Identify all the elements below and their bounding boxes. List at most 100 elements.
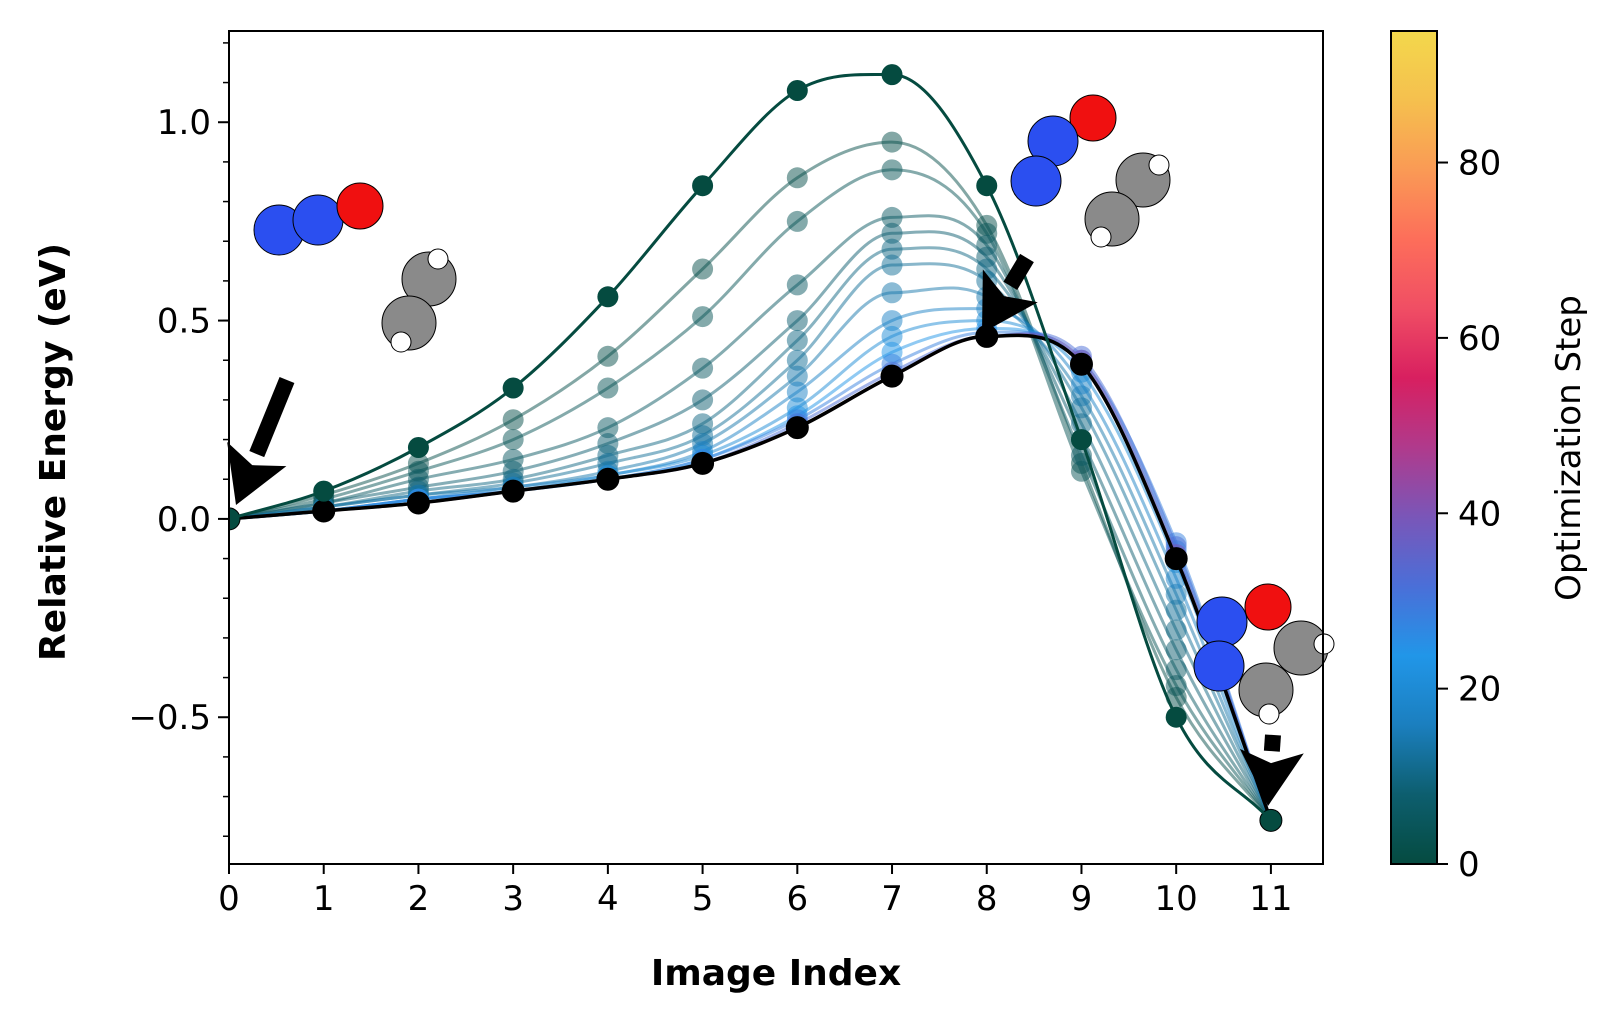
x-tick-label: 6	[786, 879, 808, 919]
data-point	[312, 499, 336, 523]
data-point	[881, 64, 903, 86]
colorbar-tick-label: 60	[1458, 319, 1501, 359]
data-point	[881, 222, 903, 244]
data-point	[691, 451, 715, 475]
y-axis-title: Relative Energy (eV)	[33, 243, 74, 661]
data-point	[881, 238, 903, 260]
data-point	[786, 329, 808, 351]
data-point	[786, 80, 808, 101]
y-tick-label: 0.5	[157, 302, 211, 342]
data-point	[597, 377, 619, 399]
data-point	[597, 417, 619, 439]
data-point	[785, 416, 809, 440]
data-point	[881, 131, 903, 153]
colorbar-ticks: 0 20 40 60 80	[1437, 144, 1501, 885]
data-point	[786, 274, 808, 296]
arrow-head	[227, 441, 287, 505]
series-line	[229, 214, 1273, 822]
x-tick-label: 4	[597, 879, 619, 919]
nitrogen-atom	[1193, 640, 1245, 692]
transition-state-molecule	[1010, 94, 1171, 248]
x-axis-ticks: 0 1 2 3 4 5 6 7 8 9 10 11	[218, 864, 1293, 919]
series-step-final	[229, 324, 1283, 832]
data-point	[881, 254, 903, 276]
hydrogen-atom	[1090, 226, 1112, 248]
x-tick-label: 10	[1155, 879, 1198, 919]
series-line	[229, 319, 1273, 821]
oxygen-atom	[1069, 94, 1117, 142]
data-point	[597, 345, 619, 367]
data-point	[786, 167, 808, 189]
x-tick-label: 3	[502, 879, 524, 919]
data-point	[881, 206, 903, 228]
data-point	[881, 159, 903, 181]
arrow-shaft	[1003, 253, 1034, 290]
data-point	[1165, 639, 1187, 661]
transition-state-arrow	[982, 253, 1038, 333]
colorbar-tick-label: 20	[1458, 670, 1501, 710]
data-point	[786, 365, 808, 387]
series-step-28	[229, 321, 1282, 831]
data-point	[1069, 352, 1093, 376]
data-point	[692, 357, 714, 379]
data-point	[786, 210, 808, 232]
hydrogen-atom	[1148, 154, 1170, 176]
nitrogen-atom	[1196, 596, 1248, 648]
data-point	[692, 175, 714, 197]
plot-area: 0 1 2 3 4 5 6 7 8 9 10 11 −0.5 0.0 0.5 1.0	[128, 30, 1335, 919]
data-point	[786, 381, 808, 403]
colorbar: 0 20 40 60 80 Optimization Step	[1390, 30, 1589, 885]
series-step-12	[229, 254, 1282, 831]
data-point	[502, 377, 524, 399]
data-point	[881, 310, 903, 332]
y-tick-label: −0.5	[128, 698, 211, 738]
data-point	[786, 349, 808, 371]
x-tick-label: 8	[976, 879, 998, 919]
y-axis-ticks: −0.5 0.0 0.5 1.0	[128, 42, 229, 837]
product-arrow	[1239, 734, 1304, 806]
data-point	[1165, 659, 1187, 681]
data-point	[1165, 706, 1187, 728]
data-point	[1164, 547, 1188, 571]
series-step-8	[229, 222, 1282, 831]
arrow-head	[1239, 748, 1304, 806]
y-tick-label: 0.0	[157, 500, 211, 540]
nitrogen-atom	[1010, 155, 1062, 207]
plot-frame	[228, 30, 1324, 865]
data-point	[596, 467, 620, 491]
reactant-arrow	[227, 376, 295, 505]
series-layer	[229, 64, 1283, 832]
x-tick-label: 7	[881, 879, 903, 919]
arrow-shaft	[249, 376, 295, 458]
data-point	[406, 491, 430, 515]
hydrogen-atom	[427, 248, 449, 270]
arrow-head	[982, 269, 1038, 333]
x-tick-label: 0	[218, 879, 240, 919]
data-point	[692, 306, 714, 328]
series-step-0	[229, 64, 1282, 831]
colorbar-title: Optimization Step	[1549, 295, 1589, 601]
series-line	[229, 331, 1273, 821]
colorbar-tick-label: 80	[1458, 144, 1501, 184]
colorbar-tick-label: 0	[1458, 845, 1480, 885]
y-tick-label: 1.0	[157, 103, 211, 143]
data-point	[229, 508, 240, 530]
x-tick-label: 9	[1071, 879, 1093, 919]
product-molecule	[1193, 583, 1335, 725]
arrow-shaft	[1263, 734, 1281, 752]
data-point	[786, 310, 808, 332]
data-point	[881, 282, 903, 304]
series-step-6	[229, 206, 1282, 831]
data-point	[597, 286, 619, 308]
x-tick-label: 1	[313, 879, 335, 919]
data-point	[976, 175, 998, 197]
x-tick-label: 11	[1249, 879, 1292, 919]
data-point	[502, 429, 524, 451]
data-point	[1070, 429, 1092, 451]
data-point	[1260, 809, 1282, 831]
molecule-annotations	[253, 94, 1335, 725]
reactant-molecule	[253, 182, 457, 353]
data-point	[313, 480, 335, 502]
data-point	[407, 437, 429, 458]
